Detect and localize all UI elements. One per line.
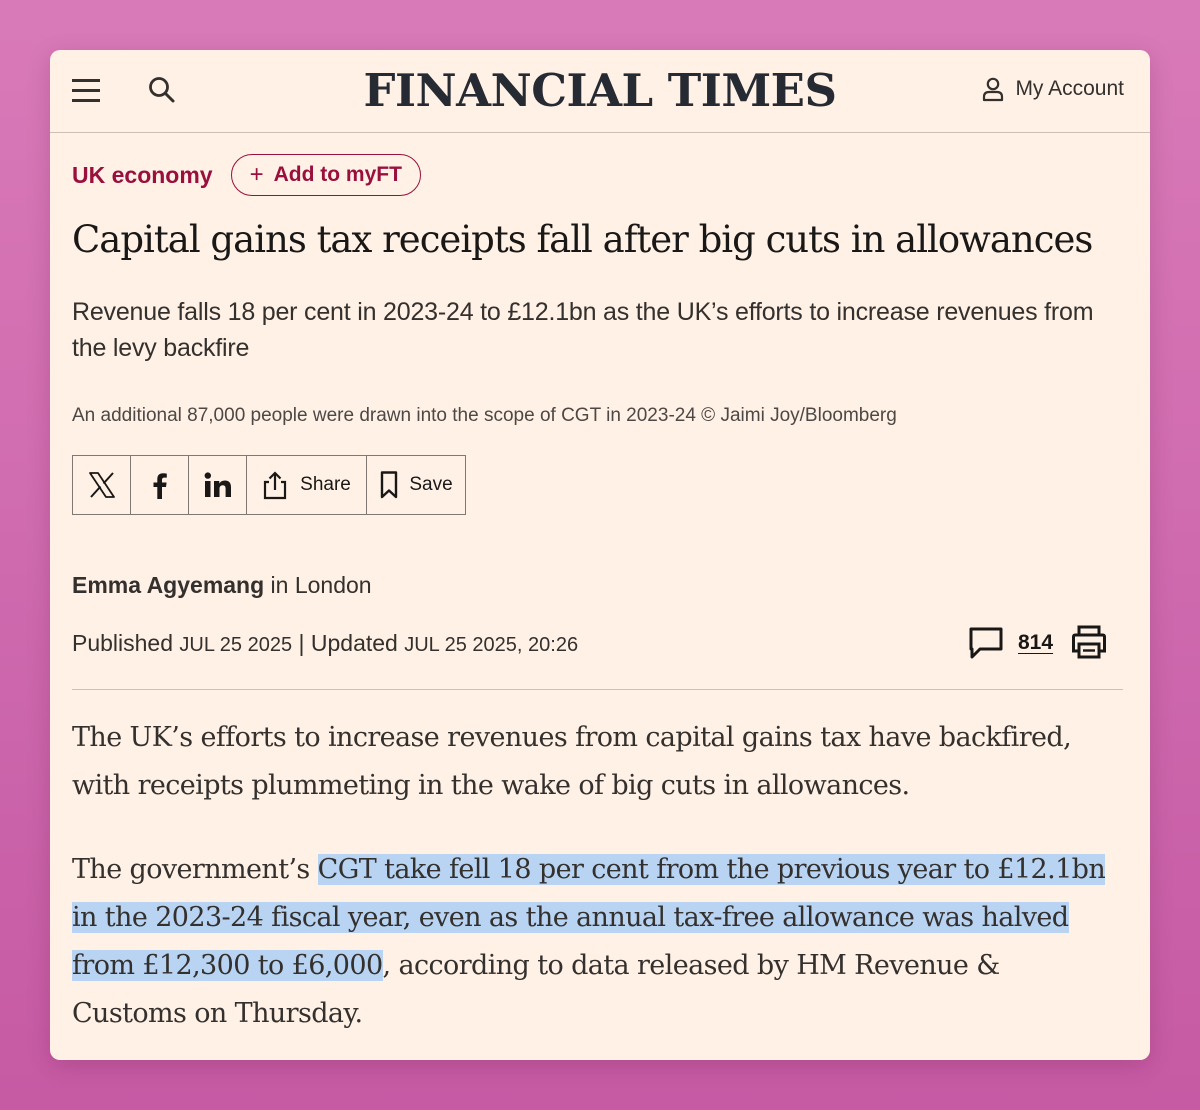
article-paragraph-1: The UK’s efforts to increase revenues fr… [72,722,1072,801]
search-icon [149,77,175,103]
share-icon [264,471,287,500]
share-facebook-button[interactable] [131,456,189,514]
topic-link[interactable]: UK economy [72,161,213,188]
save-button[interactable]: Save [367,456,465,514]
article-paragraph-2: The government’s CGT take fell 18 per ce… [72,846,1112,1038]
article-dates: Published JUL 25 2025 | Updated JUL 25 2… [72,630,578,657]
comments-link[interactable]: 814 [968,626,1053,660]
bookmark-icon [381,471,398,499]
site-header: FINANCIAL TIMES My Account [50,50,1150,133]
share-linkedin-button[interactable] [189,456,247,514]
menu-icon-bar [72,99,100,102]
paragraph-2-end: , according to data released by HM Reven… [72,950,1000,1029]
my-account-link[interactable]: My Account [981,76,1124,102]
share-button[interactable]: Share [247,456,367,514]
published-label: Published [72,630,174,656]
print-button[interactable] [1070,624,1108,665]
paragraph-2-intro: The government’s [72,854,318,885]
comment-count: 814 [1018,631,1054,654]
topic-row: UK economy + Add to myFT [72,154,421,196]
updated-label: Updated [310,630,398,656]
date-separator: | [298,630,305,656]
comment-icon [969,627,1003,659]
share-x-button[interactable] [73,456,131,514]
menu-icon-bar [72,89,100,92]
x-logo-icon [88,472,115,498]
search-button[interactable] [146,74,178,106]
print-icon [1072,625,1106,659]
published-date: JUL 25 2025 [179,634,293,656]
standfirst: Revenue falls 18 per cent in 2023-24 to … [72,298,1094,362]
image-caption: An additional 87,000 people were drawn i… [72,405,897,426]
headline: Capital gains tax receipts fall after bi… [72,218,1093,261]
divider [72,689,1123,690]
share-label: Share [300,474,351,495]
updated-date: JUL 25 2025, 20:26 [404,634,579,656]
my-account-label: My Account [1015,77,1124,100]
share-bar: Share Save [72,455,466,515]
masthead-logo[interactable]: FINANCIAL TIMES [363,64,837,117]
facebook-icon [153,473,167,499]
author-link[interactable]: Emma Agyemang [72,572,265,598]
add-to-myft-label: Add to myFT [273,163,402,186]
linkedin-icon [204,472,231,497]
user-icon [983,77,1004,102]
menu-button[interactable] [72,77,102,105]
add-to-myft-button[interactable]: + Add to myFT [230,154,421,196]
plus-icon: + [249,161,264,188]
article-card: FINANCIAL TIMES My Account UK economy + … [50,50,1150,1060]
byline: Emma Agyemang in London [72,572,372,599]
save-label: Save [409,474,453,495]
byline-location: in London [270,572,372,598]
menu-icon [72,79,100,82]
